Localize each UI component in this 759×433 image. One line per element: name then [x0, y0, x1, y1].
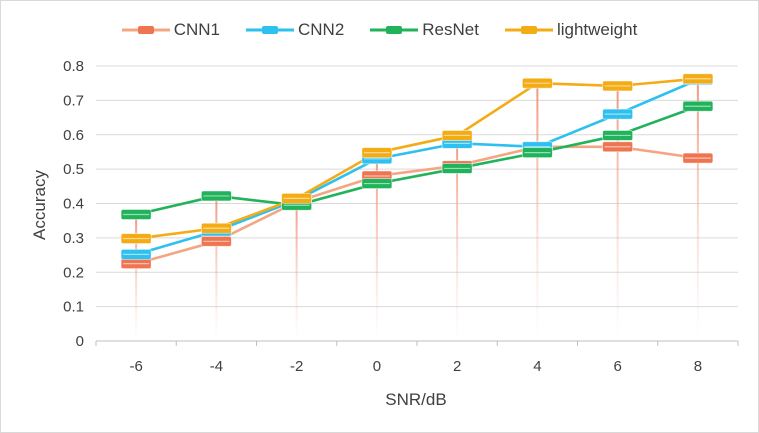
series-layer	[120, 73, 714, 270]
y-tick-label: 0.4	[63, 196, 84, 213]
y-tick-label: 0	[76, 333, 84, 350]
drop-line	[456, 135, 459, 341]
legend-swatch-resnet	[370, 26, 419, 34]
y-axis-title: Accuracy	[30, 170, 49, 240]
y-tick-label: 0.6	[63, 127, 84, 144]
x-tick-label: 2	[453, 358, 461, 375]
x-tick-label: 6	[613, 358, 621, 375]
drop-line	[135, 214, 138, 341]
x-axis-title: SNR/dB	[385, 390, 446, 409]
x-tick-label: -4	[210, 358, 223, 375]
legend-item-cnn1[interactable]: CNN1	[121, 20, 220, 40]
y-tick-label: 0.8	[63, 58, 84, 75]
drop-line	[616, 85, 619, 341]
y-tick-label: 0.2	[63, 264, 84, 281]
legend-item-lightweight[interactable]: lightweight	[504, 20, 638, 40]
drop-line	[215, 195, 218, 341]
drop-line-layer	[135, 78, 699, 341]
axis-layer: 0 0.1 0.2 0.3 0.4 0.5 0.6 0.7 0.8 -6 -4 -2 0 2 4 6 8	[63, 58, 739, 375]
y-tick-label: 0.3	[63, 230, 84, 247]
y-tick-label: 0.1	[63, 299, 84, 316]
x-tick-label: -2	[290, 358, 303, 375]
legend-label-resnet: ResNet	[422, 20, 479, 39]
x-tick-label: 0	[373, 358, 381, 375]
y-tick-label: 0.7	[63, 92, 84, 109]
legend-item-resnet[interactable]: ResNet	[370, 20, 479, 40]
x-tick-label: 8	[694, 358, 702, 375]
x-tick-label: -6	[129, 358, 142, 375]
legend-label-cnn1: CNN1	[173, 20, 220, 39]
legend-swatch-cnn1	[121, 26, 170, 34]
drop-line	[696, 78, 699, 341]
drop-line	[295, 198, 298, 341]
drop-line	[536, 83, 539, 341]
legend-swatch-lightweight	[504, 26, 553, 34]
grid-layer	[96, 65, 738, 342]
legend-item-cnn2[interactable]: CNN2	[245, 20, 345, 40]
legend-swatch-cnn2	[245, 26, 294, 34]
drop-line	[375, 152, 378, 341]
y-tick-label: 0.5	[63, 161, 84, 178]
series-line-lightweight	[135, 77, 698, 240]
legend-label-cnn2: CNN2	[297, 20, 345, 39]
x-tick-label: 4	[533, 358, 541, 375]
legend-label-lightweight: lightweight	[556, 20, 638, 39]
legend: CNN1 CNN2 ResNet lightweight	[1, 17, 758, 43]
